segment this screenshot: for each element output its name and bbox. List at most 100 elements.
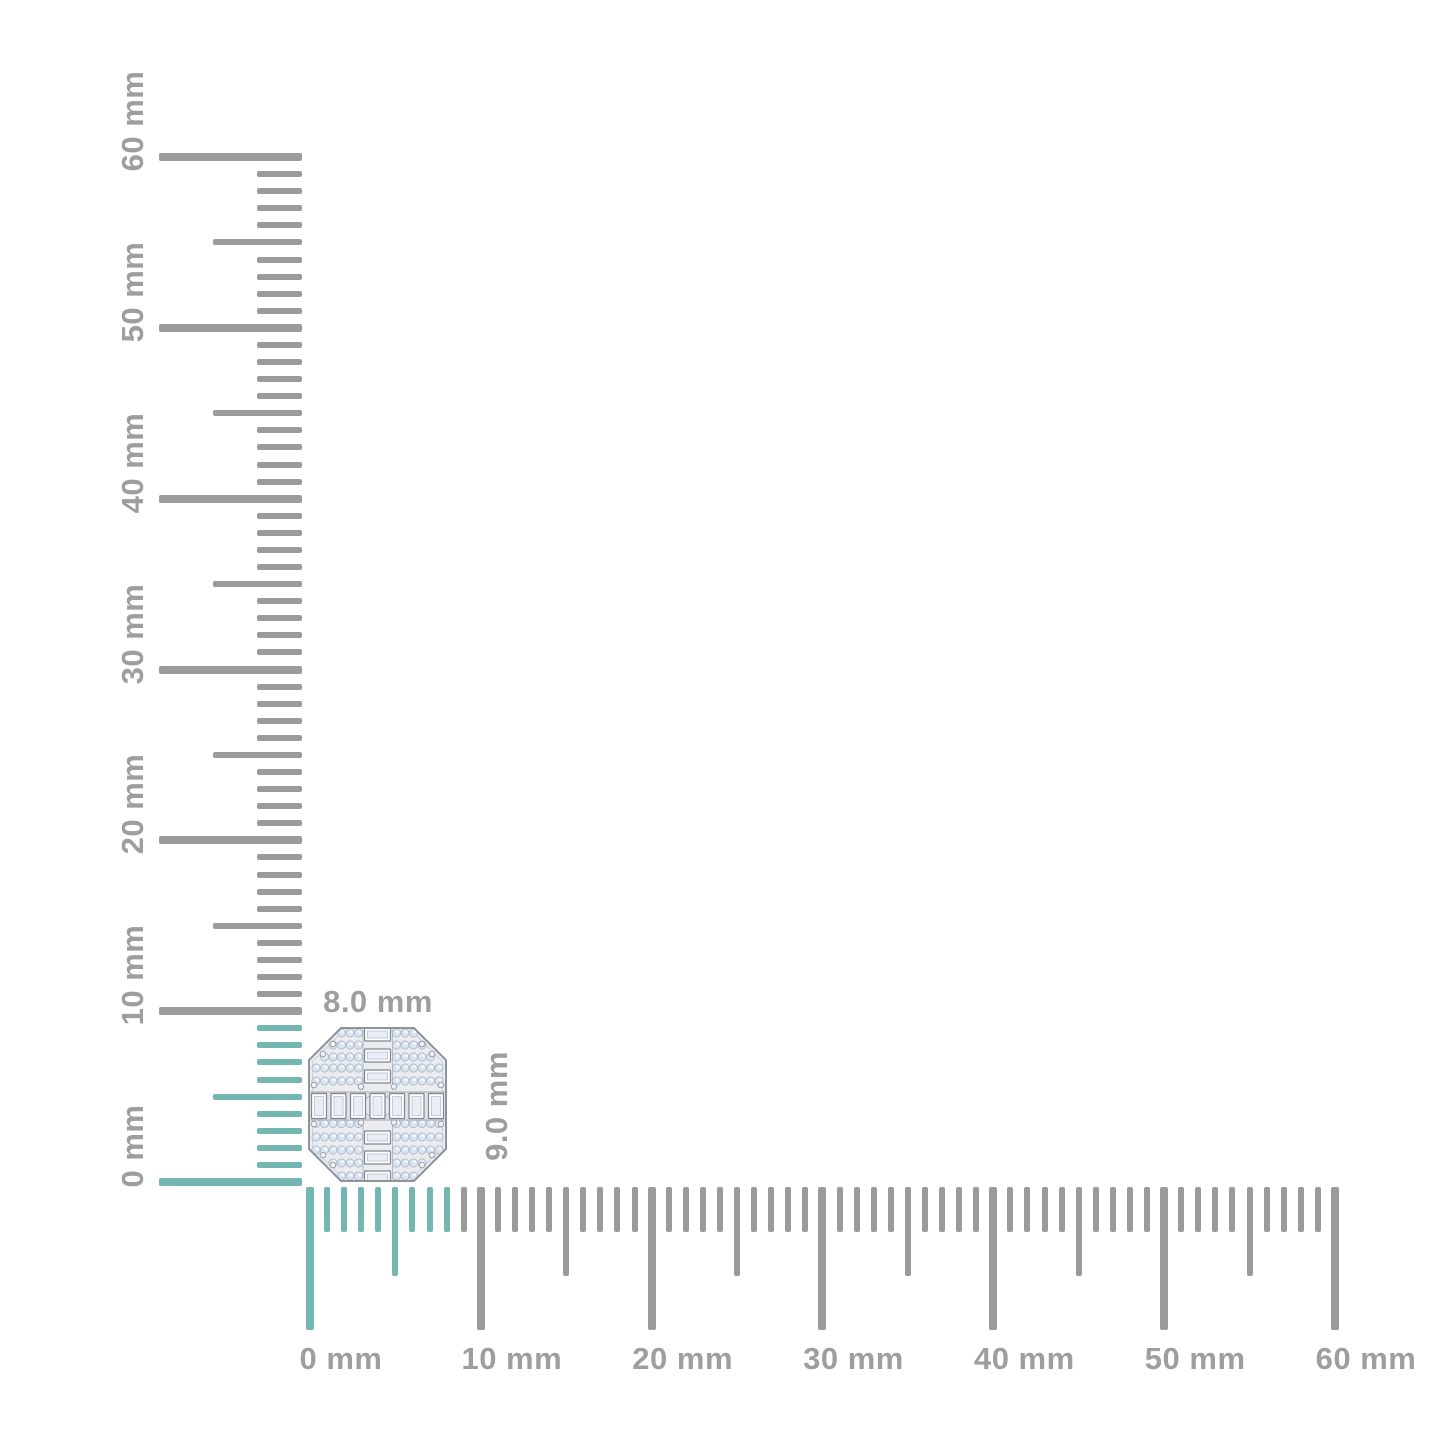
h-tick-23mm	[699, 1187, 706, 1232]
h-tick-36mm	[921, 1187, 928, 1232]
h-tick-48mm	[1126, 1187, 1133, 1232]
h-tick-34mm	[887, 1187, 894, 1232]
h-ruler-label-30mm: 30 mm	[803, 1341, 904, 1376]
pave-round-diamond	[409, 1040, 418, 1050]
v-tick-38mm	[257, 529, 302, 536]
v-tick-39mm	[257, 512, 302, 519]
baguette-facet	[367, 1133, 388, 1142]
v-tick-12mm	[257, 974, 302, 980]
h-tick-30mm	[818, 1187, 827, 1330]
pave-round-diamond	[345, 1063, 355, 1073]
diamond-glint	[421, 1065, 425, 1069]
bezel-ring	[418, 1040, 426, 1048]
h-ruler-label-0mm: 0 mm	[299, 1341, 383, 1376]
diamond-glint	[396, 1173, 400, 1177]
v-tick-49mm	[257, 341, 302, 348]
h-tick-41mm	[1007, 1187, 1014, 1232]
pave-round-diamond	[337, 1040, 346, 1050]
pave-round-diamond	[417, 1145, 427, 1155]
pave-round-diamond	[337, 1145, 346, 1155]
bezel-ring	[428, 1151, 436, 1159]
pave-round-diamond	[434, 1063, 444, 1073]
diamond-glint	[349, 1134, 353, 1138]
h-tick-31mm	[836, 1187, 843, 1232]
bezel-ring	[329, 1040, 337, 1048]
baguette-facet	[367, 1072, 388, 1081]
diamond-glint	[421, 1134, 425, 1138]
pave-round-diamond	[345, 1119, 355, 1128]
baguette-facet	[392, 1096, 402, 1116]
v-tick-15mm	[213, 922, 302, 929]
v-ruler-label-60mm: 60 mm	[115, 70, 150, 172]
pave-round-diamond	[409, 1158, 418, 1168]
bezel-ring	[418, 1161, 426, 1169]
h-tick-12mm	[511, 1187, 518, 1232]
baguette-facet	[372, 1096, 383, 1116]
pave-round-diamond	[328, 1132, 338, 1142]
diamond-glint	[341, 1160, 345, 1164]
diamond-glint	[332, 1054, 336, 1058]
h-tick-22mm	[682, 1187, 689, 1232]
diamond-glint	[421, 1054, 425, 1058]
diamond-glint	[438, 1065, 442, 1069]
h-tick-53mm	[1212, 1187, 1219, 1232]
h-tick-10mm	[476, 1187, 485, 1330]
diamond-glint	[332, 1134, 336, 1138]
v-ruler-label-10mm: 10 mm	[115, 924, 150, 1026]
v-tick-17mm	[257, 888, 302, 895]
pave-round-diamond	[354, 1040, 363, 1050]
pave-round-diamond	[354, 1063, 363, 1073]
v-tick-21mm	[257, 820, 302, 827]
bezel-ring	[390, 1119, 398, 1126]
pave-round-diamond	[417, 1063, 427, 1073]
diamond-glint	[315, 1078, 319, 1082]
diamond-glint	[396, 1078, 400, 1082]
bezel-ring	[319, 1151, 327, 1159]
v-tick-50mm	[159, 323, 302, 332]
h-tick-59mm	[1314, 1187, 1321, 1232]
diamond-glint	[396, 1134, 400, 1138]
h-tick-8mm	[443, 1187, 450, 1232]
diamond-glint	[404, 1160, 408, 1164]
v-tick-3mm	[257, 1127, 302, 1134]
h-ruler-label-10mm: 10 mm	[461, 1341, 563, 1376]
v-tick-4mm	[257, 1110, 302, 1117]
diamond-glint	[404, 1147, 408, 1151]
h-tick-58mm	[1297, 1187, 1304, 1232]
h-tick-50mm	[1160, 1187, 1169, 1330]
pave-round-diamond	[337, 1052, 346, 1062]
v-tick-23mm	[257, 786, 302, 793]
diamond-glint	[332, 1147, 336, 1151]
diamond-glint	[430, 1147, 434, 1151]
h-ruler-label-20mm: 20 mm	[632, 1341, 734, 1376]
h-ruler-label-40mm: 40 mm	[973, 1341, 1075, 1376]
h-tick-45mm	[1075, 1187, 1082, 1276]
diamond-glint	[404, 1054, 408, 1058]
v-ruler-label-30mm: 30 mm	[115, 583, 150, 684]
diamond-glint	[430, 1065, 434, 1069]
pave-round-diamond	[311, 1132, 321, 1142]
diamond-glint	[349, 1030, 353, 1034]
h-tick-29mm	[802, 1187, 809, 1232]
v-ruler-label-20mm: 20 mm	[115, 753, 150, 855]
diamond-glint	[396, 1054, 400, 1058]
baguette-facet	[411, 1096, 422, 1116]
diamond-glint	[349, 1160, 353, 1164]
v-tick-52mm	[257, 290, 302, 297]
baguette-facet	[367, 1173, 388, 1181]
pave-round-diamond	[354, 1028, 363, 1038]
pave-round-diamond	[400, 1119, 410, 1128]
v-tick-55mm	[213, 239, 302, 246]
diamond-glint	[396, 1160, 400, 1164]
diamond-glint	[341, 1030, 345, 1034]
height-dimension-label: 9.0 mm	[479, 1051, 514, 1161]
diamond-glint	[404, 1042, 408, 1046]
v-tick-2mm	[257, 1144, 302, 1151]
baguette-facet	[333, 1096, 344, 1116]
diamond-glint	[349, 1054, 353, 1058]
bezel-ring	[428, 1050, 436, 1058]
v-tick-10mm	[159, 1007, 302, 1016]
v-tick-42mm	[257, 461, 302, 468]
h-tick-49mm	[1144, 1187, 1151, 1232]
v-tick-43mm	[257, 444, 302, 451]
